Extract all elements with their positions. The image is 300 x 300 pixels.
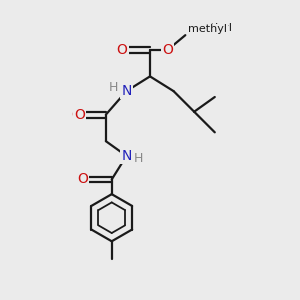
Text: O: O bbox=[162, 42, 173, 56]
Text: methyl: methyl bbox=[188, 24, 227, 34]
Text: O: O bbox=[75, 172, 86, 186]
Text: O: O bbox=[71, 108, 82, 122]
Text: methyl: methyl bbox=[193, 23, 232, 33]
Text: O: O bbox=[115, 43, 126, 57]
Text: O: O bbox=[74, 108, 85, 122]
Text: H: H bbox=[109, 81, 118, 94]
Text: O: O bbox=[117, 43, 128, 57]
Text: N: N bbox=[121, 84, 132, 98]
Text: O: O bbox=[162, 43, 173, 57]
Text: O: O bbox=[77, 172, 88, 186]
Text: N: N bbox=[121, 149, 132, 163]
Text: H: H bbox=[134, 152, 143, 165]
